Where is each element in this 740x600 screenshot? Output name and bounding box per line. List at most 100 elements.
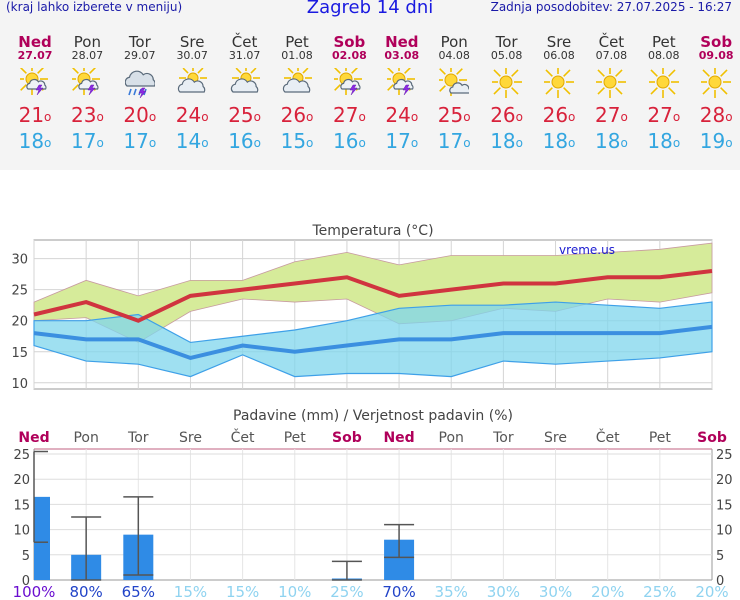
- precip-y-tick-right: 20: [716, 473, 733, 488]
- sun-icon: [648, 68, 679, 98]
- min-temp-line: [33, 324, 713, 361]
- max-temp: 26o: [280, 103, 314, 127]
- temp-y-tick: 20: [11, 315, 28, 330]
- precip-probability: 25%: [643, 583, 676, 600]
- precip-day-label: Pet: [284, 430, 307, 446]
- sun-cloud-icon: [178, 68, 208, 93]
- min-temp: 18o: [542, 129, 576, 153]
- day-column: Pet 01.08 26o 15o: [271, 34, 323, 154]
- precip-day-label: Tor: [492, 430, 514, 446]
- day-name: Sob: [700, 33, 733, 51]
- temp-y-tick: 30: [11, 253, 28, 268]
- day-date: 31.07: [228, 49, 261, 62]
- precip-y-tick-left: 25: [13, 448, 30, 463]
- precip-y-tick-right: 0: [716, 574, 724, 589]
- precip-probability: 15%: [226, 583, 259, 600]
- precip-probability: 30%: [487, 583, 520, 600]
- day-date: 06.08: [543, 49, 575, 62]
- day-date: 03.08: [384, 49, 420, 62]
- min-temp: 16o: [332, 129, 366, 153]
- day-date: 01.08: [281, 49, 313, 62]
- day-date: 04.08: [438, 49, 470, 62]
- day-date: 30.07: [176, 49, 208, 62]
- precip-day-label: Pon: [73, 430, 98, 446]
- precip-y-tick-right: 15: [716, 498, 733, 513]
- day-column: Tor 29.07 20o 17o: [114, 34, 166, 154]
- day-name: Sob: [333, 33, 366, 51]
- day-column: Pet 08.08 27o 18o: [638, 34, 690, 154]
- precip-probability: 80%: [69, 583, 102, 600]
- day-column: Pon 28.07 23o 17o: [61, 34, 113, 154]
- precip-day-label: Tor: [127, 430, 149, 446]
- precip-y-tick-right: 10: [716, 524, 733, 539]
- temp-chart-title: Temperatura (°C): [311, 223, 433, 239]
- max-temp: 25o: [437, 103, 471, 127]
- day-date: 27.07: [17, 49, 53, 62]
- precip-day-label: Sob: [332, 430, 362, 446]
- precip-probability: 70%: [382, 583, 415, 600]
- precip-y-tick-left: 10: [13, 524, 30, 539]
- min-temp: 17o: [385, 129, 419, 153]
- forecast-header-panel: (kraj lahko izberete v meniju) Zagreb 14…: [0, 0, 740, 170]
- min-temp: 14o: [175, 129, 209, 153]
- max-temp: 28o: [699, 103, 733, 127]
- day-column: Sob 02.08 27o 16o: [323, 34, 375, 154]
- precip-probability: 35%: [435, 583, 468, 600]
- day-name: Čet: [598, 33, 625, 51]
- max-temp: 25o: [228, 103, 261, 127]
- precip-y-tick-right: 25: [716, 448, 733, 463]
- day-name: Tor: [128, 33, 151, 51]
- day-date: 05.08: [490, 49, 523, 62]
- precip-probability: 25%: [330, 583, 363, 600]
- min-temp: 18o: [490, 129, 523, 153]
- precip-y-tick-left: 5: [22, 549, 30, 564]
- max-temp: 27o: [594, 103, 628, 127]
- max-temp: 24o: [385, 103, 419, 127]
- precip-y-tick-left: 0: [22, 574, 30, 589]
- day-date: 09.08: [698, 49, 734, 62]
- max-temp: 27o: [647, 103, 681, 127]
- temp-y-tick: 25: [11, 284, 28, 299]
- precip-day-label: Ned: [18, 430, 49, 446]
- day-name: Pet: [651, 33, 676, 51]
- min-temp: 17o: [70, 129, 104, 153]
- max-temp: 23o: [70, 103, 104, 127]
- day-date: 02.08: [331, 49, 367, 62]
- precip-probability: 65%: [122, 583, 155, 600]
- min-temp: 18o: [594, 129, 628, 153]
- precip-probability: 20%: [695, 583, 728, 600]
- charts-area: 10 15 20 25 30 Temperatura (°C) vreme.us Padavi…: [11, 223, 733, 600]
- max-temp: 21o: [18, 103, 52, 127]
- day-date: 29.07: [124, 49, 156, 62]
- day-date: 08.08: [648, 49, 680, 62]
- day-name: Sre: [179, 33, 205, 51]
- min-temp: 17o: [437, 129, 471, 153]
- day-column: Pon 04.08 25o 17o: [428, 34, 480, 154]
- precip-day-label: Pon: [439, 430, 464, 446]
- precip-day-label: Čet: [596, 428, 620, 446]
- max-temp: 26o: [490, 103, 523, 127]
- sun-small-cloud-icon: [439, 68, 470, 96]
- cloud-rain-lightning-icon: [124, 70, 155, 98]
- precip-bar: [34, 496, 50, 580]
- precip-probability: 20%: [591, 583, 624, 600]
- day-date: 07.08: [595, 49, 628, 62]
- max-temp: 27o: [332, 103, 366, 127]
- watermark: vreme.us: [559, 243, 615, 257]
- sun-cloud-icon: [282, 68, 312, 93]
- sun-icon: [491, 68, 522, 98]
- precip-probability: 10%: [278, 583, 311, 600]
- last-update: Zadnja posodobitev: 27.07.2025 - 16:27: [490, 0, 732, 14]
- temp-y-tick: 10: [11, 377, 28, 392]
- day-name: Sre: [546, 33, 572, 51]
- min-temp: 17o: [123, 129, 157, 153]
- min-temp: 15o: [280, 129, 314, 153]
- min-temp: 19o: [699, 129, 733, 153]
- day-name: Čet: [231, 33, 258, 51]
- min-temp: 18o: [18, 129, 52, 153]
- day-column: Čet 07.08 27o 18o: [585, 34, 637, 154]
- precip-probability: 30%: [539, 583, 572, 600]
- day-column: Sre 30.07 24o 14o: [166, 34, 218, 154]
- precip-probability: 100%: [13, 583, 56, 600]
- min-temp: 18o: [647, 129, 681, 153]
